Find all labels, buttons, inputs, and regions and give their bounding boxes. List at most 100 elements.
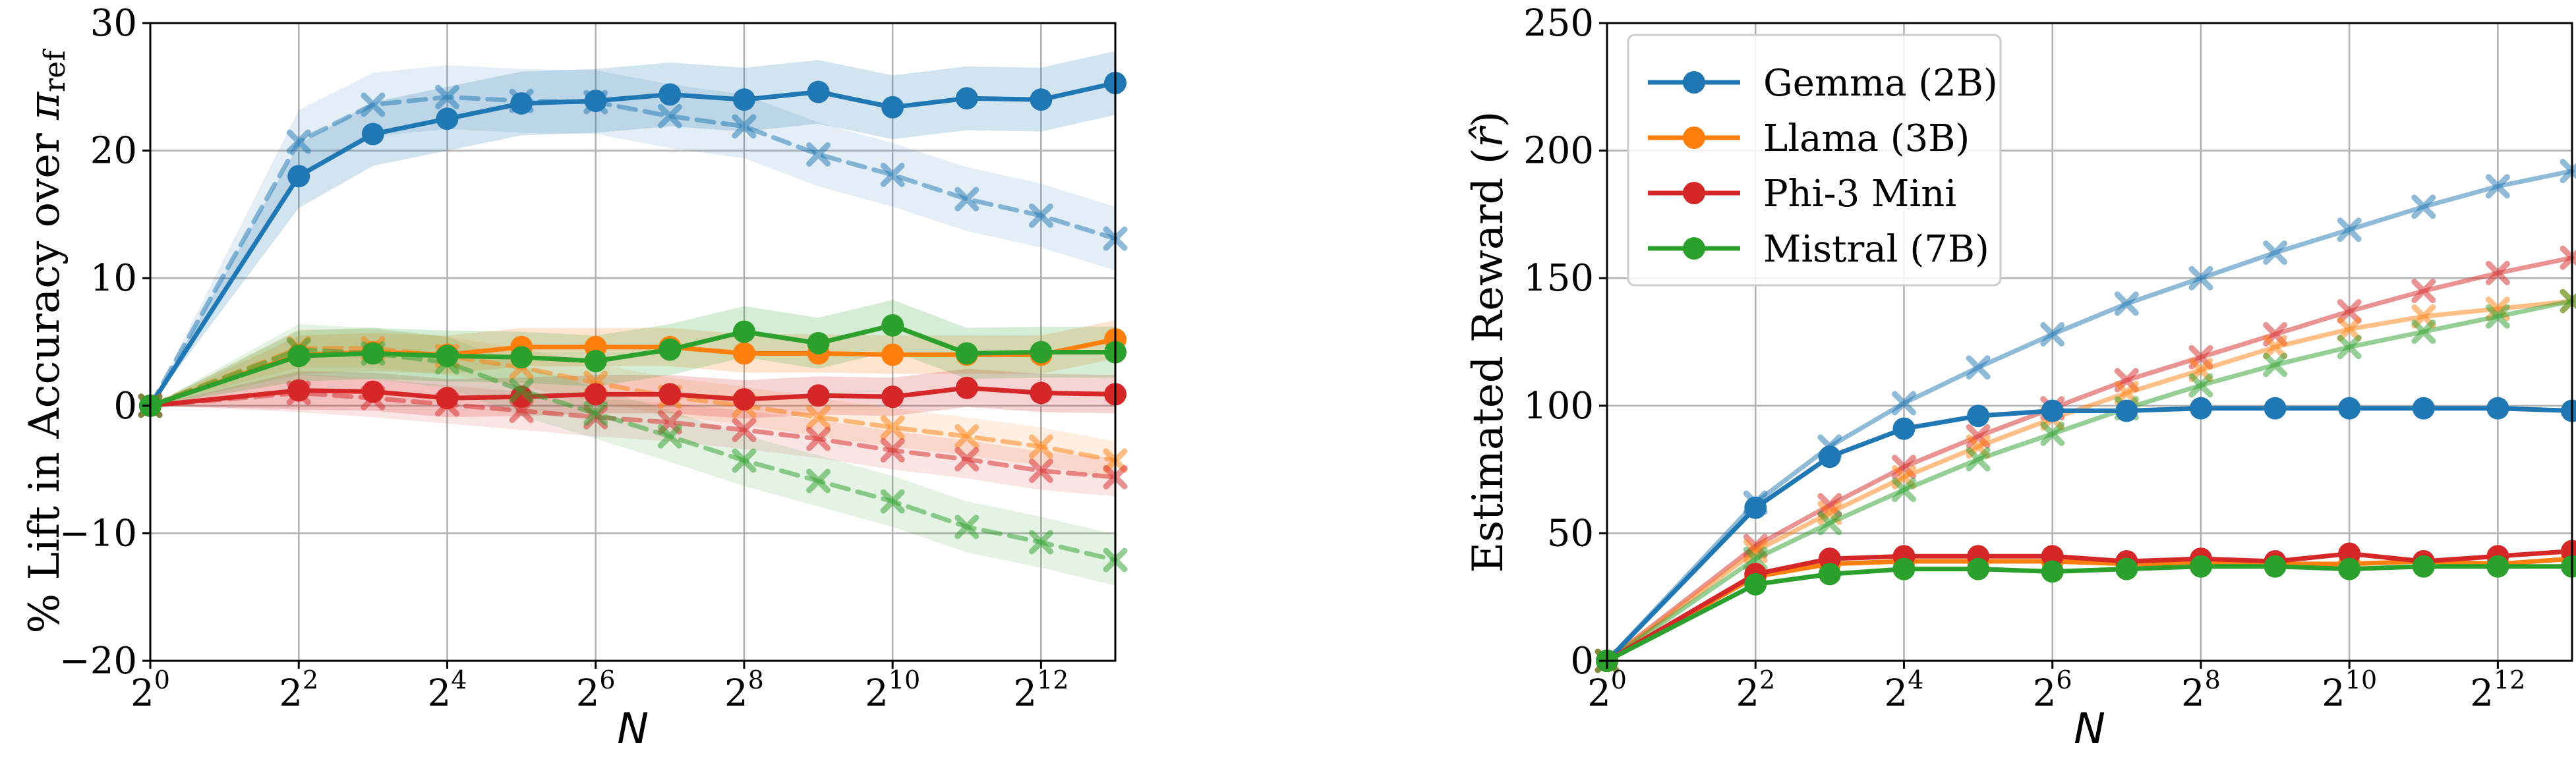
legend-marker <box>1683 182 1705 204</box>
data-point-marker <box>2485 304 2510 329</box>
legend: Gemma (2B) Llama (3B) Phi-3 Mini Mistral (7… <box>1627 34 2002 287</box>
data-point-marker <box>2040 421 2065 446</box>
data-point-marker <box>286 380 311 405</box>
data-point-marker <box>732 342 755 365</box>
x-tick-label: 24 <box>1885 665 1924 715</box>
data-point-marker <box>1966 447 1991 472</box>
data-point-marker <box>1818 563 1841 586</box>
data-point-marker <box>2041 560 2064 583</box>
legend-marker <box>1683 237 1705 260</box>
data-point-marker <box>2337 299 2362 324</box>
data-point-marker <box>1030 88 1053 111</box>
data-point-marker <box>954 424 980 449</box>
y-tick-label: 200 <box>1523 130 1594 173</box>
accuracy-ticks: 20 22 24 26 28 210 212 30 20 10 0 −10 −20 <box>59 2 1069 715</box>
data-point-marker <box>954 515 980 540</box>
y-tick-label: 10 <box>90 257 137 300</box>
accuracy-plot-frame <box>149 22 1117 662</box>
y-tick-label: 0 <box>1570 640 1594 683</box>
data-point-marker <box>2338 397 2361 420</box>
data-point-marker <box>361 123 384 146</box>
data-point-marker <box>2115 557 2138 580</box>
data-point-marker <box>880 162 905 187</box>
x-tick-label: 22 <box>1736 665 1775 715</box>
y-tick-label: 100 <box>1523 385 1594 428</box>
data-point-marker <box>954 447 980 472</box>
data-point-marker <box>2561 399 2576 422</box>
data-point-marker <box>2338 542 2361 565</box>
data-point-marker <box>1967 557 1990 580</box>
data-point-marker <box>509 88 534 113</box>
legend-label: Mistral (7B) <box>1763 228 1989 271</box>
data-point-marker <box>286 337 311 362</box>
data-point-marker <box>881 96 904 119</box>
data-point-marker <box>2486 397 2509 420</box>
confidence-band <box>150 329 1115 480</box>
data-point-marker <box>2264 555 2287 578</box>
data-point-marker <box>2337 217 2362 242</box>
reward-plot-frame <box>1606 22 2573 662</box>
x-tick-label: 212 <box>2470 665 2525 715</box>
accuracy-confidence-bands <box>150 51 1115 586</box>
x-tick-label: 22 <box>279 665 318 715</box>
data-point-marker <box>880 415 905 440</box>
data-point-marker <box>2188 373 2213 398</box>
data-point-marker <box>1892 417 1916 440</box>
data-point-marker <box>2040 322 2065 347</box>
data-point-marker <box>583 90 608 115</box>
data-point-marker <box>881 385 904 408</box>
confidence-band <box>150 51 1115 406</box>
data-point-marker <box>732 448 757 473</box>
data-point-marker <box>584 350 607 373</box>
data-point-marker <box>1817 511 1842 536</box>
data-point-marker <box>954 186 980 211</box>
data-point-marker <box>509 399 534 424</box>
data-point-marker <box>657 424 682 449</box>
data-point-marker <box>2412 555 2435 578</box>
y-tick-label: 30 <box>90 2 137 45</box>
data-point-marker <box>1744 573 1767 596</box>
data-point-marker <box>2485 174 2510 199</box>
data-point-marker <box>584 383 607 406</box>
data-point-marker <box>361 385 386 410</box>
data-point-marker <box>2411 320 2436 345</box>
legend-label: Llama (3B) <box>1763 117 1970 160</box>
data-point-marker <box>1891 478 1916 503</box>
data-point-marker <box>955 342 978 365</box>
data-point-marker <box>2337 335 2362 360</box>
data-point-marker <box>510 346 533 369</box>
data-point-marker <box>2412 397 2435 420</box>
data-point-marker <box>2189 555 2212 578</box>
data-point-marker <box>2485 260 2510 285</box>
series-line <box>1604 298 2575 663</box>
data-point-marker <box>732 418 757 443</box>
x-tick-label: 20 <box>131 665 170 715</box>
data-point-marker <box>2041 399 2064 422</box>
legend-marker <box>1683 71 1705 94</box>
reward-series <box>1595 159 2576 673</box>
data-point-marker <box>2263 352 2288 378</box>
x-tick-label: 26 <box>2033 665 2072 715</box>
data-point-marker <box>880 489 905 514</box>
data-point-marker <box>881 314 904 337</box>
reward-x-axis-label: N <box>2074 705 2105 754</box>
data-point-marker <box>2188 266 2213 291</box>
data-point-marker <box>2263 240 2288 265</box>
data-point-marker <box>2115 399 2138 422</box>
data-point-marker <box>2411 279 2436 304</box>
y-tick-label: −20 <box>59 640 137 683</box>
data-point-marker <box>732 320 755 343</box>
accuracy-x-axis-label: N <box>617 705 649 754</box>
confidence-band <box>150 320 1115 406</box>
data-point-marker <box>287 165 310 188</box>
data-point-marker <box>807 80 830 103</box>
data-point-marker <box>807 384 830 407</box>
estimated-reward-chart: 20 22 24 26 28 210 212 250 200 150 100 50 0 N Estima… <box>1464 2 2576 754</box>
data-point-marker <box>1028 459 1053 484</box>
accuracy-y-axis-label: % Lift in Accuracy over πref <box>20 49 72 634</box>
data-point-marker <box>1967 405 1990 428</box>
legend-box <box>1627 34 2002 287</box>
data-point-marker <box>1030 381 1053 405</box>
data-point-marker <box>2411 194 2436 219</box>
